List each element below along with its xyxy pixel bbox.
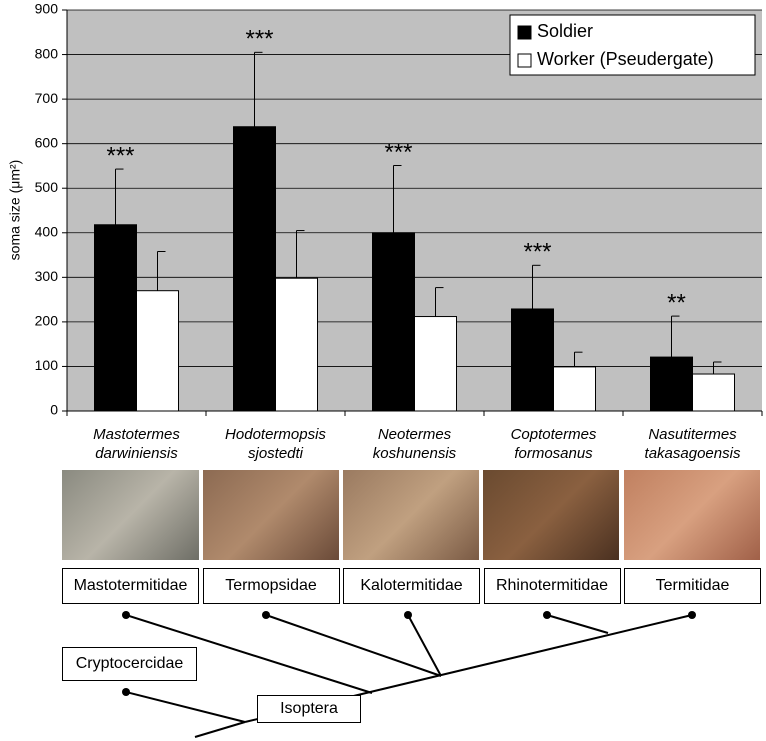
legend-swatch [517,25,532,40]
family-box: Mastotermitidae [62,568,199,604]
y-tick-label: 100 [35,357,59,373]
category-label: Coptotermes formosanus [510,426,597,462]
y-tick-label: 0 [50,402,58,418]
y-tick-label: 300 [35,268,59,284]
bar [233,126,276,412]
y-tick-label: 400 [35,223,59,239]
family-box: Rhinotermitidae [483,568,621,604]
bar [275,277,318,412]
bar [414,316,457,412]
y-tick-label: 700 [35,90,59,106]
family-box: Cryptocercidae [62,647,197,681]
y-tick-label: 200 [35,313,59,329]
photo [62,470,199,560]
bar [511,308,554,412]
bar [372,232,415,412]
significance: *** [384,139,412,166]
y-tick-label: 500 [35,179,59,195]
category-label: Mastotermes darwiniensis [93,426,180,462]
bar [136,290,179,412]
significance: *** [106,142,134,169]
y-tick-label: 900 [35,1,59,17]
family-box: Termitidae [624,568,761,604]
photo [624,470,760,560]
tree-nodes [122,611,696,696]
category-label: Hodotermopsis sjostedti [225,426,326,462]
y-tick-label: 800 [35,45,59,61]
clade-box: Isoptera [257,695,361,723]
category-label: Neotermes koshunensis [372,426,457,462]
photo [343,470,479,560]
significance: *** [245,26,273,53]
photo [203,470,339,560]
y-tick-label: 600 [35,134,59,150]
y-axis-label: soma size (μm²) [7,160,23,261]
legend-swatch [517,53,532,68]
legend-label: Soldier [537,21,593,41]
bar [692,373,735,412]
legend-label: Worker (Pseudergate) [537,49,714,69]
bar [650,356,693,412]
significance: ** [667,289,686,316]
family-box: Termopsidae [202,568,340,604]
significance: *** [523,239,551,266]
tree [125,614,693,738]
category-label: Nasutitermes takasagoensis [644,426,741,462]
bar [94,224,137,412]
photo [483,470,619,560]
legend-box [509,14,756,76]
family-box: Kalotermitidae [343,568,480,604]
bar [553,366,596,412]
